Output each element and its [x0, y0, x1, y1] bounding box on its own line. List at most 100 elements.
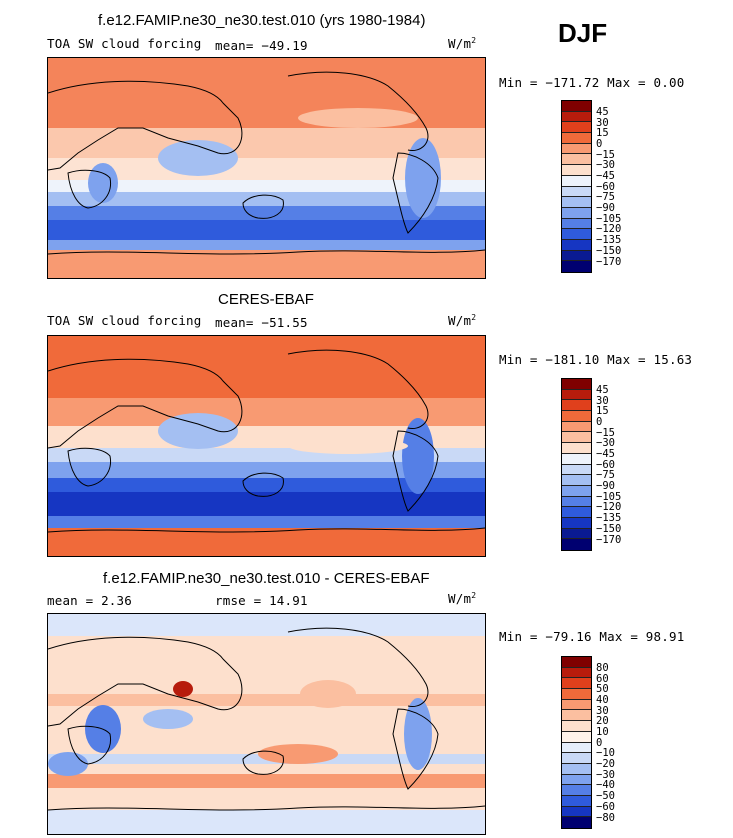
panel3-mean: mean = 2.36	[47, 593, 132, 608]
panel3-colorbar-swatch	[562, 678, 591, 690]
panel1-colorbar-tick: −120	[596, 223, 622, 235]
panel1-colorbar	[561, 100, 592, 273]
panel1-colorbar-swatch	[562, 261, 591, 272]
panel1-minmax: Min = −171.72 Max = 0.00	[499, 75, 685, 90]
panel2-colorbar-swatch	[562, 539, 591, 550]
panel2-map-plot	[48, 336, 485, 556]
panel1-colorbar-swatch	[562, 101, 591, 112]
panel1-colorbar-tick: −170	[596, 256, 622, 268]
panel1-colorbar-swatch	[562, 207, 591, 219]
panel3-colorbar-tick: −30	[596, 769, 615, 781]
panel1-colorbar-swatch	[562, 218, 591, 230]
panel1-colorbar-tick: −15	[596, 149, 615, 161]
panel3-colorbar-swatch	[562, 763, 591, 775]
panel1-colorbar-tick: 45	[596, 106, 609, 118]
panel1-map	[47, 57, 486, 279]
panel3-colorbar	[561, 656, 592, 829]
panel2-colorbar-swatch	[562, 411, 591, 422]
panel1-colorbar-swatch	[562, 122, 591, 134]
panel2-map	[47, 335, 486, 557]
panel3-colorbar-swatch	[562, 699, 591, 711]
panel2-colorbar	[561, 378, 592, 551]
panel1-colorbar-tick: −135	[596, 234, 622, 246]
panel3-colorbar-tick: 0	[596, 737, 603, 749]
panel3-colorbar-swatch	[562, 721, 591, 732]
panel2-colorbar-tick: −30	[596, 437, 615, 449]
panel2-colorbar-swatch	[562, 507, 591, 518]
panel1-colorbar-tick: −105	[596, 213, 622, 225]
panel1-colorbar-swatch	[562, 186, 591, 198]
panel1-colorbar-swatch	[562, 197, 591, 208]
panel3-units: W/m2	[448, 591, 477, 607]
panel1-colorbar-tick: 0	[596, 138, 603, 150]
panel3-rmse: rmse = 14.91	[215, 593, 308, 608]
panel1-colorbar-tick: −90	[596, 202, 615, 214]
panel2-colorbar-swatch	[562, 485, 591, 497]
panel2-colorbar-tick: −60	[596, 459, 615, 471]
panel1-map-plot	[48, 58, 485, 278]
panel1-title: f.e12.FAMIP.ne30_ne30.test.010 (yrs 1980…	[98, 12, 426, 29]
panel1-colorbar-swatch	[562, 229, 591, 240]
panel3-colorbar-swatch	[562, 689, 591, 700]
panel2-colorbar-tick: −75	[596, 469, 615, 481]
panel2-colorbar-tick: −45	[596, 448, 615, 460]
panel2-colorbar-tick: −15	[596, 427, 615, 439]
panel3-colorbar-swatch	[562, 753, 591, 764]
panel2-colorbar-tick: −170	[596, 534, 622, 546]
panel2-field-label: TOA SW cloud forcing	[47, 313, 202, 328]
panel2-colorbar-swatch	[562, 400, 591, 412]
panel1-colorbar-swatch	[562, 143, 591, 155]
panel2-colorbar-swatch	[562, 379, 591, 390]
panel1-mean: mean= −49.19	[215, 38, 308, 53]
panel3-colorbar-tick: −10	[596, 747, 615, 759]
panel3-colorbar-tick: −20	[596, 758, 615, 770]
panel3-title: f.e12.FAMIP.ne30_ne30.test.010 - CERES-E…	[103, 570, 430, 587]
panel2-colorbar-swatch	[562, 443, 591, 454]
panel3-colorbar-swatch	[562, 731, 591, 743]
panel1-field-label: TOA SW cloud forcing	[47, 36, 202, 51]
panel2-colorbar-swatch	[562, 475, 591, 486]
panel3-map-plot	[48, 614, 485, 834]
panel1-colorbar-swatch	[562, 154, 591, 166]
panel1-colorbar-tick: −30	[596, 159, 615, 171]
season-label: DJF	[558, 18, 608, 48]
panel3-colorbar-swatch	[562, 817, 591, 828]
panel3-colorbar-swatch	[562, 774, 591, 786]
panel3-colorbar-tick: 20	[596, 715, 609, 727]
panel3-colorbar-swatch	[562, 785, 591, 796]
panel3-colorbar-tick: −60	[596, 801, 615, 813]
panel2-colorbar-swatch	[562, 421, 591, 433]
panel3-colorbar-tick: 50	[596, 683, 609, 695]
panel2-title: CERES-EBAF	[218, 291, 314, 308]
panel2-colorbar-tick: −120	[596, 501, 622, 513]
panel2-colorbar-swatch	[562, 432, 591, 444]
panel1-colorbar-swatch	[562, 111, 591, 123]
panel3-colorbar-tick: −50	[596, 790, 615, 802]
panel2-colorbar-swatch	[562, 453, 591, 465]
panel1-colorbar-swatch	[562, 165, 591, 176]
panel3-colorbar-tick: 80	[596, 662, 609, 674]
panel2-mean: mean= −51.55	[215, 315, 308, 330]
panel2-colorbar-tick: −150	[596, 523, 622, 535]
panel1-colorbar-tick: 30	[596, 117, 609, 129]
panel2-colorbar-tick: −105	[596, 491, 622, 503]
panel1-colorbar-tick: −45	[596, 170, 615, 182]
panel1-colorbar-swatch	[562, 250, 591, 262]
panel2-minmax: Min = −181.10 Max = 15.63	[499, 352, 693, 367]
panel3-colorbar-swatch	[562, 795, 591, 807]
panel1-colorbar-tick: 15	[596, 127, 609, 139]
panel2-colorbar-swatch	[562, 389, 591, 401]
panel2-colorbar-swatch	[562, 496, 591, 508]
panel2-colorbar-tick: −90	[596, 480, 615, 492]
panel1-colorbar-swatch	[562, 133, 591, 144]
panel3-colorbar-swatch	[562, 806, 591, 818]
panel2-units: W/m2	[448, 313, 477, 329]
panel2-colorbar-tick: 0	[596, 416, 603, 428]
panel3-minmax: Min = −79.16 Max = 98.91	[499, 629, 685, 644]
panel2-colorbar-tick: 30	[596, 395, 609, 407]
panel3-colorbar-tick: −80	[596, 812, 615, 824]
panel3-map	[47, 613, 486, 835]
panel1-colorbar-swatch	[562, 239, 591, 251]
panel2-colorbar-swatch	[562, 464, 591, 476]
panel2-colorbar-tick: 45	[596, 384, 609, 396]
